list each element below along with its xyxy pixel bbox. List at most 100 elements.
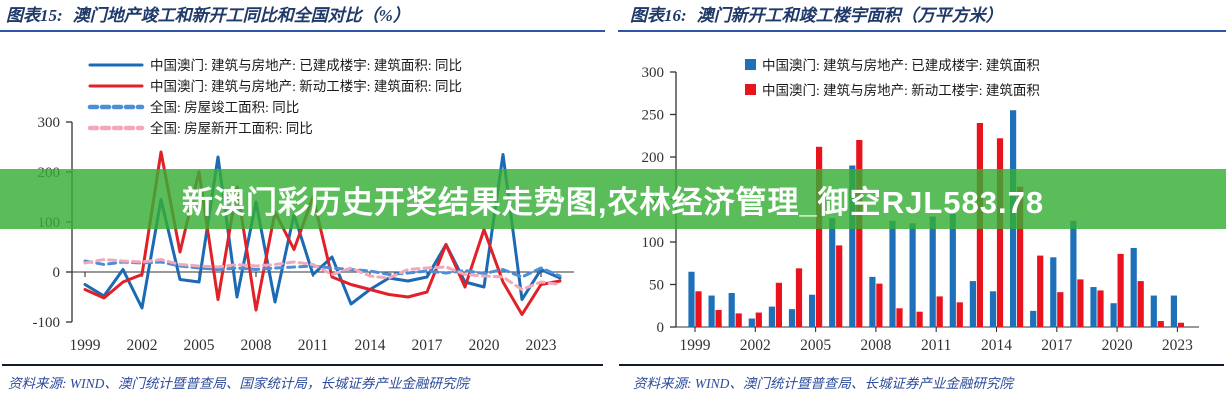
- legend-label: 中国澳门: 建筑与房地产: 新动工楼宇: 建筑面积: [762, 83, 1040, 98]
- promo-banner-text: 新澳门彩历史开奖结果走势图,农林经济管理_御空RJL583.78: [181, 184, 1045, 220]
- bar-completed: [788, 309, 796, 327]
- x-axis-label: 2023: [526, 337, 557, 354]
- bar-newstart: [1157, 321, 1164, 327]
- bar-newstart: [735, 313, 742, 327]
- bar-newstart: [775, 282, 782, 327]
- x-axis-label: 2005: [184, 337, 215, 354]
- legend-label: 中国澳门: 建筑与房地产: 已建成楼宇: 建筑面积: 同比: [150, 58, 462, 73]
- legend-label: 全国: 房屋新开工面积: 同比: [150, 120, 313, 136]
- figure-15-title-text: 澳门地产竣工和新开工同比和全国对比（%）: [72, 6, 410, 25]
- series-line-3: [83, 258, 562, 291]
- y-axis-label: 200: [642, 150, 665, 166]
- bar-completed: [889, 220, 896, 327]
- bar-newstart: [1117, 253, 1124, 327]
- bar-newstart: [836, 245, 843, 327]
- bar-completed: [1070, 220, 1077, 327]
- figure-16-title: 图表16: 澳门新开工和竣工楼宇面积（万平方米）: [613, 0, 1226, 27]
- bar-completed: [728, 293, 735, 327]
- bar-completed: [829, 218, 836, 327]
- bar-newstart: [695, 291, 702, 327]
- bar-completed: [1170, 295, 1177, 327]
- figure-16-title-underline: [618, 30, 1226, 32]
- y-axis-label: 100: [642, 235, 665, 251]
- bar-completed: [949, 213, 956, 327]
- bar-newstart: [1077, 279, 1084, 327]
- bar-completed: [969, 281, 976, 327]
- bar-newstart: [896, 308, 903, 327]
- bar-completed: [1130, 247, 1137, 327]
- y-axis-label: 0: [657, 320, 665, 336]
- x-axis-label: 2023: [1162, 337, 1193, 354]
- x-axis-label: 2002: [740, 337, 771, 354]
- x-axis-label: 2011: [298, 337, 328, 354]
- y-axis-label: 50: [649, 278, 664, 294]
- promo-banner-overlay[interactable]: 新澳门彩历史开奖结果走势图,农林经济管理_御空RJL583.78: [0, 169, 1226, 229]
- figure-15-source-text: 资料来源: WIND、澳门统计暨普查局、国家统计局，长城证券产业金融研究院: [8, 376, 469, 391]
- bar-newstart: [1057, 292, 1064, 327]
- bar-completed: [809, 294, 816, 327]
- legend-label: 中国澳门: 建筑与房地产: 新动工楼宇: 建筑面积: 同比: [150, 79, 462, 94]
- bar-newstart: [715, 310, 722, 327]
- y-axis-label: 300: [642, 65, 665, 81]
- legend-label: 中国澳门: 建筑与房地产: 已建成楼宇: 建筑面积: [762, 58, 1040, 73]
- figure-15-title: 图表15: 澳门地产竣工和新开工同比和全国对比（%）: [0, 0, 613, 27]
- bar-newstart: [856, 140, 863, 327]
- x-axis-label: 2002: [127, 337, 158, 354]
- bar-completed: [688, 271, 695, 327]
- bar-completed: [1090, 287, 1097, 327]
- figure-16-source: 资料来源: WIND、澳门统计暨普查局、长城证券产业金融研究院: [619, 364, 1224, 392]
- x-axis-label: 1999: [680, 337, 711, 354]
- bar-newstart: [1037, 255, 1044, 327]
- figure-15-source: 资料来源: WIND、澳门统计暨普查局、国家统计局，长城证券产业金融研究院: [2, 364, 603, 392]
- bar-newstart: [936, 296, 943, 327]
- y-axis-label: 250: [642, 108, 665, 124]
- x-axis-label: 2020: [1102, 337, 1133, 354]
- bar-completed: [989, 291, 997, 327]
- bar-newstart: [816, 146, 823, 327]
- bar-completed: [768, 306, 775, 327]
- bar-completed: [869, 276, 876, 327]
- figure-16-source-text: 资料来源: WIND、澳门统计暨普查局、长城证券产业金融研究院: [633, 376, 1013, 391]
- legend-swatch: [745, 59, 756, 70]
- bar-completed: [708, 295, 715, 327]
- figure-15-title-prefix: 图表15:: [6, 6, 63, 25]
- figure-15-title-underline: [0, 30, 605, 32]
- x-axis-label: 2011: [921, 337, 951, 354]
- y-axis-label: 0: [53, 265, 61, 281]
- x-axis-label: 2008: [860, 337, 891, 354]
- series-line-2: [83, 259, 562, 279]
- bar-newstart: [1017, 186, 1024, 327]
- bar-newstart: [876, 283, 883, 327]
- x-axis-label: 2005: [800, 337, 831, 354]
- bar-newstart: [956, 302, 963, 327]
- bar-newstart: [755, 312, 762, 327]
- bar-newstart: [1097, 290, 1104, 327]
- y-axis-label: -100: [33, 315, 61, 331]
- bar-completed: [849, 165, 856, 327]
- bar-newstart: [916, 311, 923, 327]
- x-axis-label: 2017: [412, 337, 443, 354]
- bar-completed: [1150, 295, 1157, 327]
- x-axis-label: 2020: [469, 337, 500, 354]
- bar-completed: [1050, 257, 1057, 327]
- legend-swatch: [745, 84, 756, 95]
- bar-completed: [909, 223, 916, 327]
- x-axis-label: 2014: [355, 337, 386, 354]
- x-axis-label: 2008: [241, 337, 272, 354]
- bar-completed: [1030, 310, 1037, 327]
- bar-newstart: [1177, 322, 1184, 327]
- bar-newstart: [996, 138, 1004, 327]
- bar-newstart: [1137, 281, 1144, 327]
- bar-completed: [929, 216, 936, 327]
- x-axis-label: 1999: [70, 337, 101, 354]
- x-axis-label: 2014: [981, 337, 1012, 354]
- figure-16-title-text: 澳门新开工和竣工楼宇面积（万平方米）: [696, 6, 1003, 25]
- bar-newstart: [795, 268, 803, 327]
- legend-label: 全国: 房屋竣工面积: 同比: [150, 99, 299, 115]
- bar-completed: [1110, 303, 1117, 327]
- series-line-1: [83, 150, 562, 316]
- bar-completed: [748, 318, 755, 327]
- y-axis-label: 300: [38, 115, 61, 131]
- x-axis-label: 2017: [1041, 337, 1072, 354]
